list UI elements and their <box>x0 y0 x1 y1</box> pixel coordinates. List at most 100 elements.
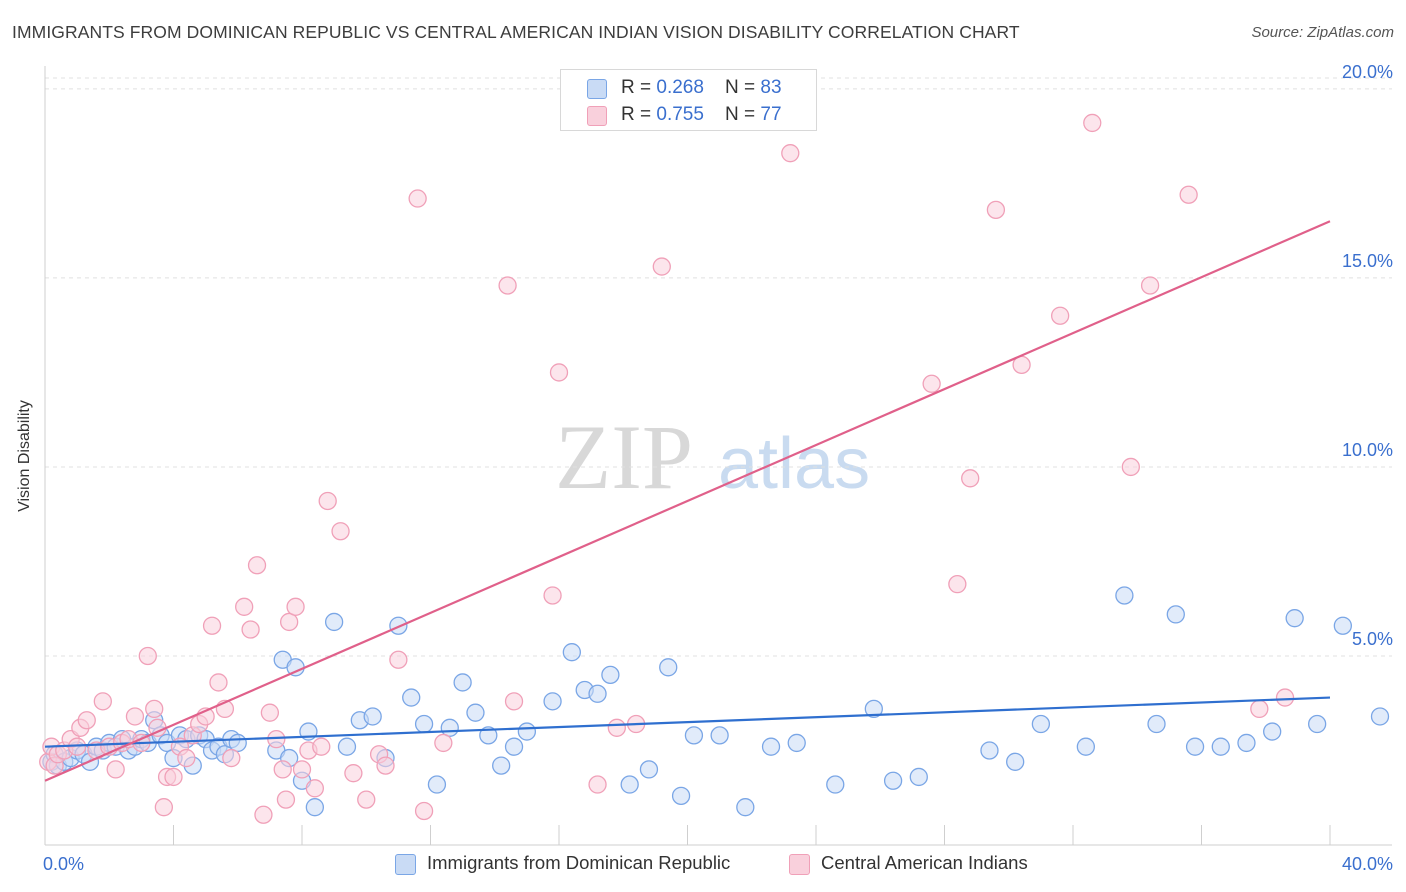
data-point <box>1083 113 1102 133</box>
data-point <box>1076 737 1095 756</box>
data-point <box>543 586 562 605</box>
data-point <box>177 748 196 768</box>
data-point <box>77 711 96 730</box>
data-point <box>344 764 363 783</box>
data-point <box>761 737 781 756</box>
data-point <box>466 703 485 722</box>
chart-title: IMMIGRANTS FROM DOMINICAN REPUBLIC VS CE… <box>12 22 1020 42</box>
data-point <box>517 722 537 741</box>
data-point <box>479 726 498 745</box>
data-point <box>607 718 626 737</box>
data-point <box>427 775 447 794</box>
data-point <box>305 779 325 798</box>
data-point <box>228 733 247 753</box>
tick-labels: 5.0% 10.0% 15.0% 20.0% 0.0% 40.0% <box>43 62 1393 874</box>
data-point <box>543 692 562 711</box>
data-point <box>710 726 729 745</box>
x-tick-label: 0.0% <box>43 854 84 874</box>
data-point <box>1211 737 1230 756</box>
data-point <box>324 612 344 632</box>
data-point <box>1250 699 1269 719</box>
data-point <box>652 257 671 276</box>
data-point <box>164 767 183 787</box>
legend-swatch-central-american <box>587 106 607 126</box>
x-tick-label: 40.0% <box>1342 854 1393 874</box>
legend-swatch-dominican <box>395 854 416 875</box>
data-point <box>671 786 691 806</box>
data-point <box>279 612 299 632</box>
data-point <box>138 646 157 666</box>
data-point <box>1006 752 1025 771</box>
data-point <box>125 707 145 726</box>
data-point <box>408 189 427 208</box>
y-tick-label: 5.0% <box>1352 629 1393 649</box>
data-point <box>961 469 980 488</box>
trend-line <box>44 220 1331 782</box>
data-point <box>639 760 659 779</box>
data-point <box>1370 707 1390 726</box>
data-point <box>453 673 472 692</box>
data-point <box>498 276 517 295</box>
data-point <box>1115 586 1134 605</box>
grid <box>45 77 1392 657</box>
legend-n-label: N = <box>725 104 761 125</box>
data-point <box>948 574 967 594</box>
data-point <box>736 798 755 817</box>
data-point <box>235 597 254 616</box>
series-central-american-indian-points <box>39 113 1295 824</box>
legend-n-label: N = <box>725 77 761 98</box>
data-point <box>909 767 928 787</box>
legend-r-value: 0.268 <box>656 77 704 98</box>
data-point <box>331 522 350 541</box>
data-point <box>826 775 845 794</box>
legend-label-central-american: Central American Indians <box>821 852 1028 873</box>
data-point <box>440 718 459 737</box>
data-point <box>1275 688 1295 707</box>
data-point <box>684 726 704 745</box>
axes <box>44 66 1392 846</box>
data-point <box>1166 605 1185 624</box>
data-point <box>620 775 639 794</box>
data-point <box>357 790 376 809</box>
legend-n-value: 83 <box>760 77 782 98</box>
data-point <box>588 775 607 794</box>
correlation-legend: R = 0.268 N = 83 R = 0.755 N = 77 <box>560 69 817 131</box>
data-point <box>247 556 267 575</box>
y-tick-label: 20.0% <box>1342 62 1393 82</box>
series-dominican-points <box>42 586 1390 817</box>
data-point <box>260 703 280 722</box>
data-point <box>659 658 678 677</box>
data-point <box>492 756 511 775</box>
data-point <box>1140 276 1160 295</box>
data-point <box>1285 609 1304 628</box>
data-point <box>241 620 260 639</box>
data-point <box>414 714 434 734</box>
data-point <box>222 748 241 768</box>
data-point <box>376 756 395 775</box>
trend-line <box>44 696 1331 748</box>
data-point <box>154 798 174 817</box>
data-point <box>1031 714 1051 734</box>
data-point <box>402 688 421 707</box>
data-point <box>106 760 125 779</box>
data-point <box>363 707 382 726</box>
watermark-zip: ZIP <box>555 406 693 508</box>
legend-r-label: R = <box>621 77 657 98</box>
data-point <box>414 801 434 821</box>
data-point <box>312 737 331 756</box>
data-point <box>1185 737 1205 756</box>
source-label: Source: ZipAtlas.com <box>1251 24 1394 41</box>
data-point <box>1179 185 1198 204</box>
data-point <box>562 643 581 662</box>
data-point <box>273 760 292 779</box>
data-point <box>93 692 112 711</box>
data-point <box>305 798 325 817</box>
series-legend: Immigrants from Dominican Republic Centr… <box>0 852 1406 878</box>
data-point <box>504 692 524 711</box>
y-tick-label: 10.0% <box>1342 440 1393 460</box>
data-point <box>864 699 883 719</box>
data-point <box>504 737 524 756</box>
legend-label-dominican: Immigrants from Dominican Republic <box>427 852 731 873</box>
data-point <box>145 699 164 719</box>
